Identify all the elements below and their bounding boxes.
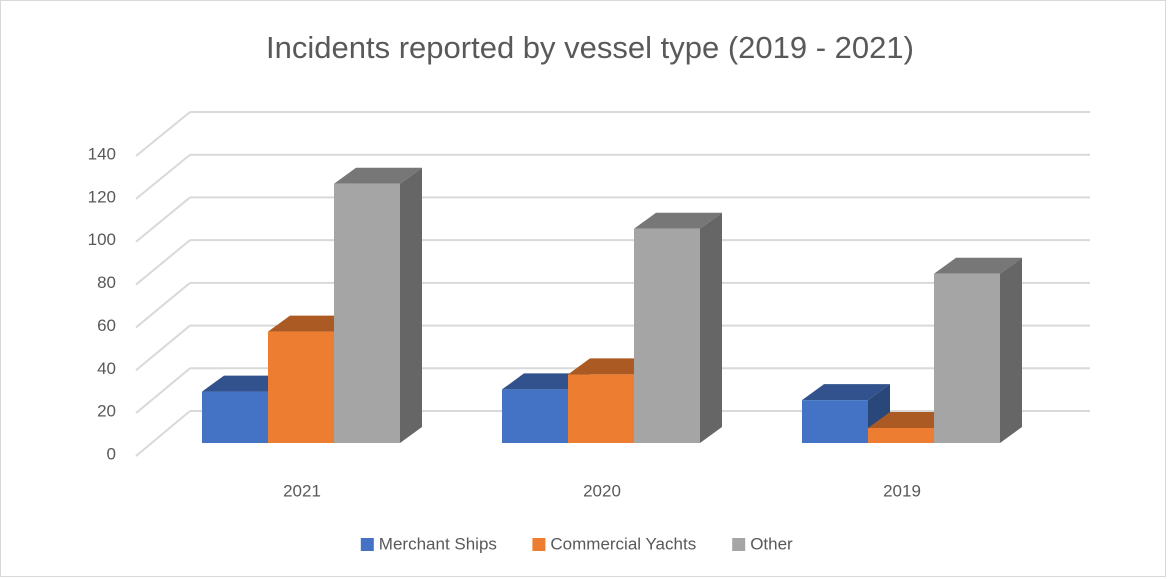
y-tick-label: 40 bbox=[97, 359, 116, 378]
y-tick-label: 20 bbox=[97, 402, 116, 421]
bar bbox=[268, 331, 334, 443]
bar-top bbox=[334, 167, 422, 184]
y-tick-label: 140 bbox=[88, 144, 116, 163]
chart-title: Incidents reported by vessel type (2019 … bbox=[266, 30, 914, 65]
bar bbox=[802, 400, 868, 443]
grid-line-side bbox=[135, 324, 191, 372]
grid-line-side bbox=[135, 367, 191, 414]
grid-line-side bbox=[135, 111, 191, 157]
grid-line-side bbox=[135, 153, 191, 200]
grid-line-side bbox=[135, 239, 191, 286]
bar bbox=[568, 374, 634, 443]
bar bbox=[634, 228, 700, 443]
y-tick-label: 120 bbox=[88, 187, 116, 206]
bar-side bbox=[1000, 257, 1022, 443]
bar-side bbox=[700, 212, 722, 443]
legend-label: Commercial Yachts bbox=[550, 534, 696, 553]
x-tick-label: 2021 bbox=[283, 481, 321, 500]
legend-label: Other bbox=[750, 534, 793, 553]
legend-swatch bbox=[360, 538, 374, 551]
bar bbox=[334, 183, 400, 443]
legend-swatch bbox=[532, 538, 546, 551]
bar-side bbox=[400, 167, 422, 443]
legend-swatch bbox=[732, 538, 746, 551]
bar-top bbox=[634, 212, 722, 229]
bar bbox=[502, 389, 568, 443]
y-tick-label: 100 bbox=[88, 230, 116, 249]
grid-line-side bbox=[135, 282, 191, 329]
y-tick-label: 80 bbox=[97, 273, 116, 292]
legend-label: Merchant Ships bbox=[379, 534, 497, 553]
bar bbox=[202, 391, 268, 443]
y-tick-label: 0 bbox=[107, 444, 116, 463]
y-tick-label: 60 bbox=[97, 316, 116, 335]
bar bbox=[934, 273, 1000, 443]
x-tick-label: 2020 bbox=[583, 481, 621, 500]
x-tick-label: 2019 bbox=[883, 481, 921, 500]
grid-line-side bbox=[135, 196, 191, 243]
bar-top bbox=[802, 384, 890, 401]
grid-line-side bbox=[135, 410, 191, 457]
bar bbox=[868, 428, 934, 443]
bar-top bbox=[934, 257, 1022, 274]
